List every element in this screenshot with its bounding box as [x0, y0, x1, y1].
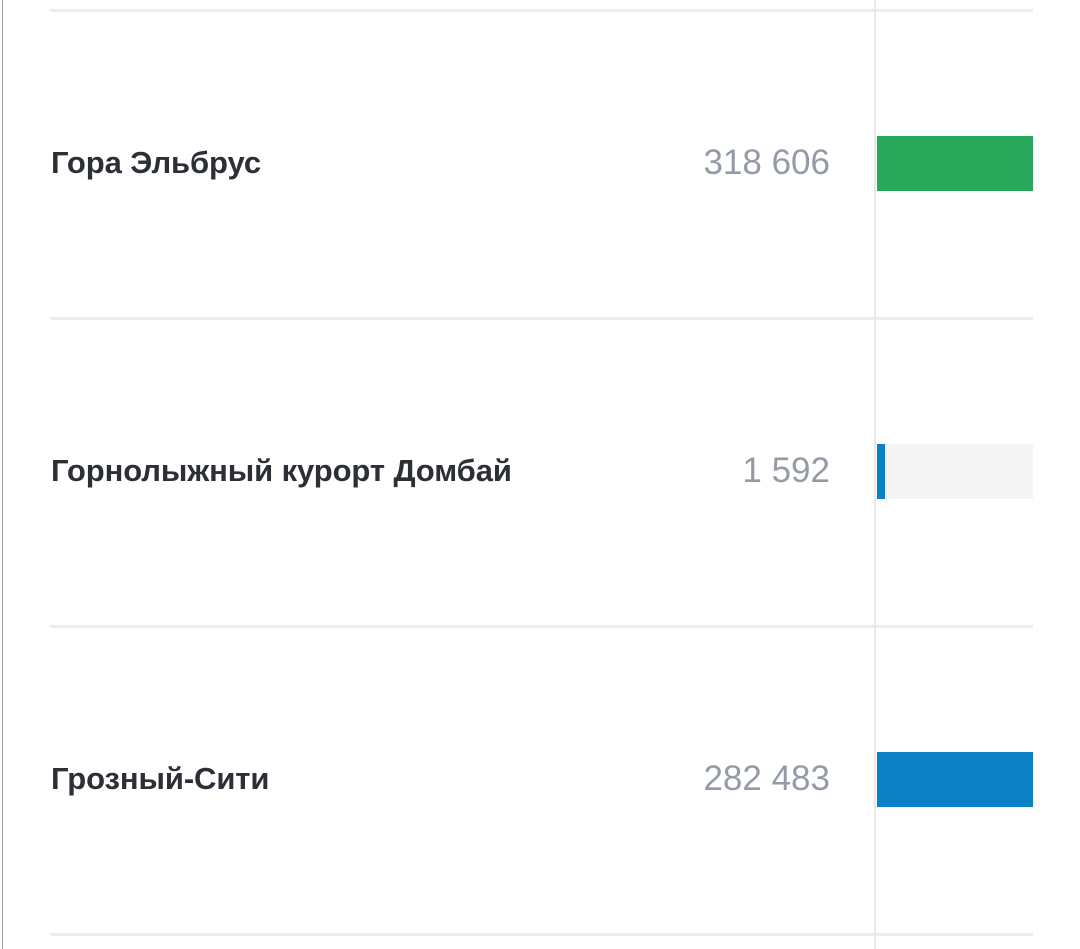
- chart-axis-baseline: [874, 0, 876, 949]
- row-divider: [50, 317, 1033, 320]
- bar-background: [877, 444, 1033, 499]
- row-bar[interactable]: [877, 136, 1033, 191]
- row-value: 318 606: [703, 143, 830, 182]
- row-divider: [50, 625, 1033, 628]
- chart-row[interactable]: Горнолыжный курорт Домбай 1 592: [0, 317, 1080, 625]
- row-value: 1 592: [742, 451, 830, 490]
- panel-left-edge: [2, 0, 3, 949]
- chart-row[interactable]: Гора Эльбрус 318 606: [0, 9, 1080, 317]
- chart-row[interactable]: Грозный-Сити 282 483: [0, 625, 1080, 933]
- row-divider: [50, 933, 1033, 936]
- row-divider: [50, 9, 1033, 12]
- row-label: Горнолыжный курорт Домбай: [51, 453, 512, 488]
- row-value: 282 483: [703, 759, 830, 798]
- row-bar[interactable]: [877, 752, 1033, 807]
- row-label: Гора Эльбрус: [51, 145, 261, 180]
- row-bar[interactable]: [877, 444, 885, 499]
- row-bar-track: [877, 752, 1033, 807]
- row-bar-track: [877, 136, 1033, 191]
- row-label: Грозный-Сити: [51, 761, 270, 796]
- row-bar-track: [877, 444, 1033, 499]
